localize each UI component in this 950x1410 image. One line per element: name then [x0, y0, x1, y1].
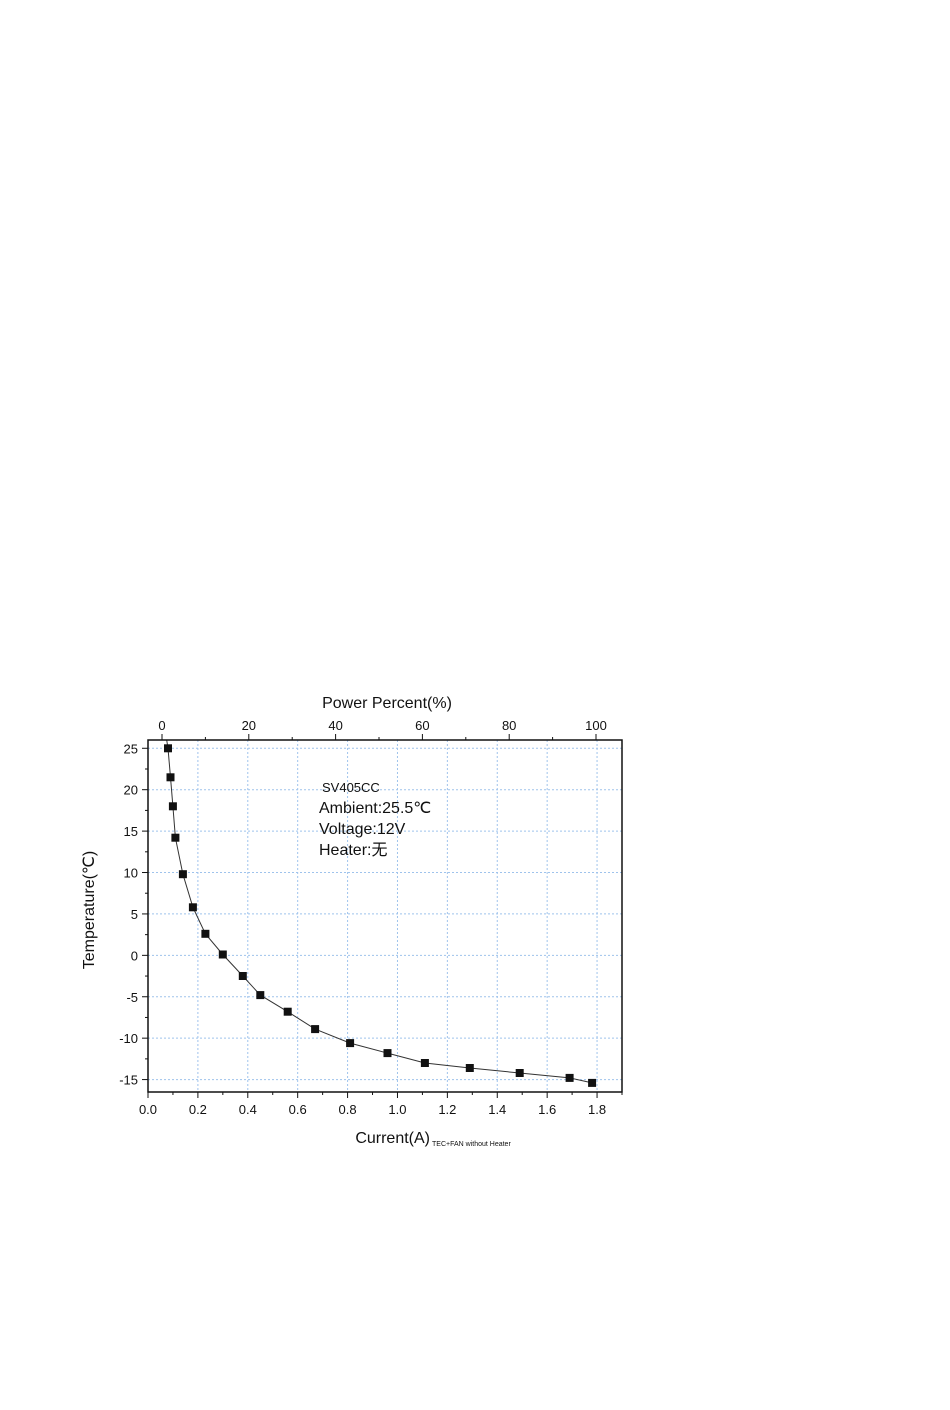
data-point	[346, 1039, 355, 1048]
top-tick-label: 80	[502, 718, 516, 733]
top-axis-ticks: 0 20 40 60 80 100	[158, 718, 607, 740]
top-tick-label: 100	[585, 718, 607, 733]
top-tick-label: 0	[158, 718, 165, 733]
x-tick-label: 1.6	[538, 1102, 556, 1117]
x-tick-label: 1.2	[438, 1102, 456, 1117]
data-point	[311, 1025, 320, 1034]
annotation-ambient: Ambient:25.5℃	[319, 800, 431, 817]
data-point	[164, 744, 172, 753]
data-point	[256, 991, 265, 1000]
annotation-voltage: Voltage:12V	[319, 821, 406, 838]
x-tick-label: 1.0	[388, 1102, 406, 1117]
data-point	[588, 1078, 597, 1087]
data-point	[178, 870, 187, 879]
data-point	[465, 1064, 474, 1072]
data-point	[188, 903, 197, 912]
top-tick-label: 60	[415, 718, 429, 733]
annotation-model: SV405CC	[322, 780, 380, 795]
y-tick-label: -15	[119, 1073, 138, 1088]
x-tick-label: 0.2	[189, 1102, 207, 1117]
top-tick-label: 40	[328, 718, 342, 733]
x-tick-label: 0.0	[139, 1102, 157, 1117]
data-point	[420, 1059, 429, 1067]
y-tick-label: 25	[124, 741, 138, 756]
data-point	[168, 802, 177, 811]
y-axis-title: Temperature(℃)	[81, 851, 98, 969]
y-tick-label: 20	[124, 783, 138, 798]
y-axis-ticks: 25 20 15 10 5 0 -5 -10 -15	[119, 741, 148, 1088]
y-tick-label: 15	[124, 824, 138, 839]
grid-layer	[148, 740, 622, 1092]
data-point	[383, 1049, 392, 1058]
curve-layer	[166, 739, 593, 1084]
data-point	[283, 1007, 292, 1016]
data-point	[171, 833, 180, 842]
series-line	[166, 739, 593, 1084]
top-tick-label: 20	[242, 718, 256, 733]
y-tick-label: 5	[131, 907, 138, 922]
y-tick-label: -10	[119, 1031, 138, 1046]
data-point	[238, 972, 247, 980]
y-tick-label: 0	[131, 948, 138, 963]
plot-frame	[147, 739, 623, 1093]
x-tick-label: 0.4	[239, 1102, 257, 1117]
y-tick-label: 10	[124, 866, 138, 881]
y-tick-label: -5	[126, 990, 138, 1005]
x-tick-label: 0.6	[289, 1102, 307, 1117]
data-point	[201, 929, 210, 938]
data-point	[565, 1073, 574, 1082]
x-axis-subtitle: TEC+FAN without Heater	[432, 1141, 511, 1148]
x-axis-ticks: 0.0 0.2 0.4 0.6 0.8 1.0 1.2 1.4 1.6 1.8	[139, 1092, 623, 1117]
x-tick-label: 0.8	[339, 1102, 357, 1117]
x-tick-label: 1.8	[588, 1102, 606, 1117]
x-axis-title: Current(A)	[355, 1130, 430, 1147]
x-tick-label: 1.4	[488, 1102, 506, 1117]
data-point	[166, 773, 175, 782]
annotation-heater: Heater:无	[319, 842, 387, 859]
data-point	[218, 950, 227, 959]
top-axis-title: Power Percent(%)	[322, 695, 452, 712]
data-point	[515, 1069, 524, 1077]
marker-layer	[164, 744, 597, 1087]
